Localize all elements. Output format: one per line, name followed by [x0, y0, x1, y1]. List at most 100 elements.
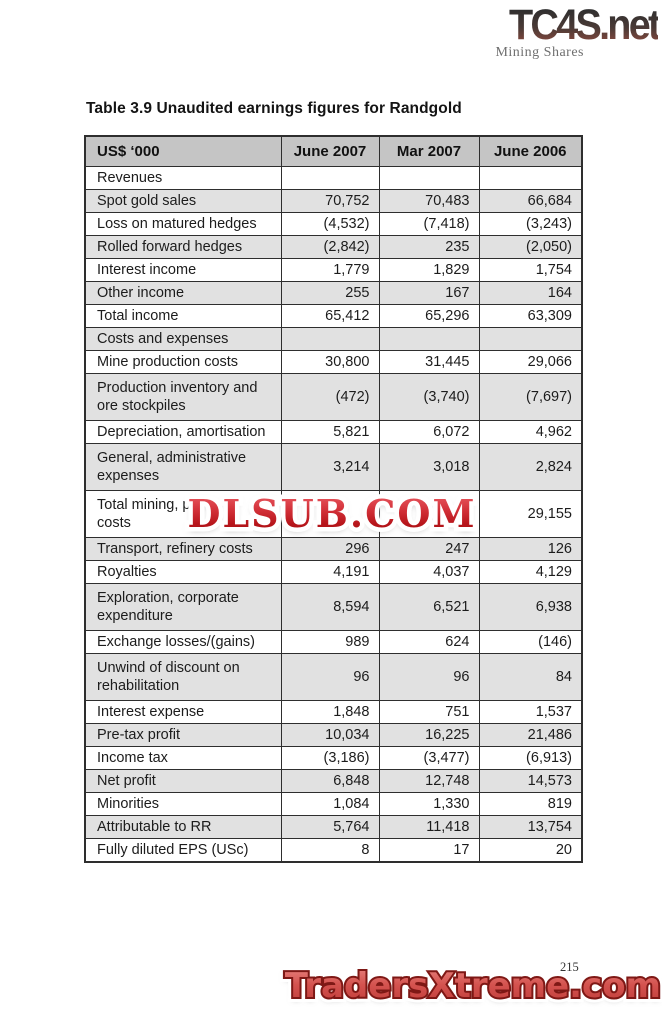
row-value: (7,418) — [378, 212, 480, 236]
row-label: Costs and expenses — [84, 327, 282, 351]
row-value: 8 — [280, 838, 380, 863]
table-row: Loss on matured hedges (4,532) (7,418) (3,2… — [84, 212, 583, 236]
row-label: Revenues — [84, 166, 282, 190]
column-header-june-2007: June 2007 — [280, 135, 380, 167]
row-label: Rolled forward hedges — [84, 235, 282, 259]
row-label: Depreciation, amortisation — [84, 420, 282, 444]
table-row: Costs and expenses — [84, 327, 583, 351]
row-value: 17 — [378, 838, 480, 863]
table-row: Income tax (3,186) (3,477) (6,913) — [84, 746, 583, 770]
row-value — [478, 327, 583, 351]
tradersxtreme-text: TradersXtreme.com — [284, 966, 661, 1006]
header-row: US$ ‘000 June 2007 Mar 2007 June 2006 — [84, 135, 583, 167]
row-value: 4,191 — [280, 560, 380, 584]
row-value: (7,697) — [478, 373, 583, 421]
earnings-table-header: US$ ‘000 June 2007 Mar 2007 June 2006 — [84, 135, 583, 167]
dlsub-watermark-text: DLSUB.COM — [187, 491, 477, 536]
table-row: Interest expense 1,848 751 1,537 — [84, 700, 583, 724]
row-value: 14,573 — [478, 769, 583, 793]
table-row: Other income 255 167 164 — [84, 281, 583, 305]
row-value: 3,018 — [378, 443, 480, 491]
table-row: Transport, refinery costs 296 247 126 — [84, 537, 583, 561]
row-label: Loss on matured hedges — [84, 212, 282, 236]
table-row: Mine production costs 30,800 31,445 29,066 — [84, 350, 583, 374]
row-label: Fully diluted EPS (USc) — [84, 838, 282, 863]
row-value: 4,129 — [478, 560, 583, 584]
tradersxtreme-outline-white: TradersXtreme.com — [280, 961, 662, 1011]
row-value: 70,483 — [378, 189, 480, 213]
row-label: Attributable to RR — [84, 815, 282, 839]
row-value: 235 — [378, 235, 480, 259]
row-value: 63,309 — [478, 304, 583, 328]
row-value: (472) — [280, 373, 380, 421]
row-value: 10,034 — [280, 723, 380, 747]
table-row: Revenues — [84, 166, 583, 190]
row-value: (2,842) — [280, 235, 380, 259]
row-value: (4,532) — [280, 212, 380, 236]
column-header-mar-2007: Mar 2007 — [378, 135, 480, 167]
row-value: 11,418 — [378, 815, 480, 839]
row-value: 21,486 — [478, 723, 583, 747]
row-value: 20 — [478, 838, 583, 863]
column-header-currency: US$ ‘000 — [84, 135, 282, 167]
table-row: Interest income 1,779 1,829 1,754 — [84, 258, 583, 282]
tradersxtreme-outline-dark: TradersXtreme.com — [283, 964, 662, 1008]
row-value: 1,330 — [378, 792, 480, 816]
table-row: Exchange losses/(gains) 989 624 (146) — [84, 630, 583, 654]
dlsub-watermark: DLSUB.COM DLSUB.COM — [183, 490, 479, 537]
row-label: Net profit — [84, 769, 282, 793]
table-row: Minorities 1,084 1,330 819 — [84, 792, 583, 816]
dlsub-watermark-outline: DLSUB.COM — [183, 490, 479, 537]
row-label: Income tax — [84, 746, 282, 770]
row-value: 16,225 — [378, 723, 480, 747]
row-value — [280, 490, 380, 538]
row-value: 84 — [478, 653, 583, 701]
earnings-table: US$ ‘000 June 2007 Mar 2007 June 2006 Re… — [84, 135, 583, 863]
row-value: 751 — [378, 700, 480, 724]
row-value: 1,829 — [378, 258, 480, 282]
row-value: 1,779 — [280, 258, 380, 282]
table-row: Depreciation, amortisation 5,821 6,072 4,96… — [84, 420, 583, 444]
table-row: Attributable to RR 5,764 11,418 13,754 — [84, 815, 583, 839]
row-value: 4,037 — [378, 560, 480, 584]
row-label: Total income — [84, 304, 282, 328]
row-value: 1,084 — [280, 792, 380, 816]
row-label: Exchange losses/(gains) — [84, 630, 282, 654]
row-value: 6,848 — [280, 769, 380, 793]
table-row: Fully diluted EPS (USc) 8 17 20 — [84, 838, 583, 863]
row-label: Spot gold sales — [84, 189, 282, 213]
table-row: Exploration, corporate expenditure 8,594 6… — [84, 583, 583, 631]
row-value: 1,537 — [478, 700, 583, 724]
table-row: Pre-tax profit 10,034 16,225 21,486 — [84, 723, 583, 747]
row-value: 296 — [280, 537, 380, 561]
row-value: (3,477) — [378, 746, 480, 770]
row-value — [280, 327, 380, 351]
row-value: 6,521 — [378, 583, 480, 631]
row-label: Interest expense — [84, 700, 282, 724]
row-value: (2,050) — [478, 235, 583, 259]
table-row: Production inventory and ore stockpiles(… — [84, 373, 583, 421]
row-value: 13,754 — [478, 815, 583, 839]
row-value — [378, 166, 480, 190]
row-value: 12,748 — [378, 769, 480, 793]
table-row: Royalties 4,191 4,037 4,129 — [84, 560, 583, 584]
row-value: (146) — [478, 630, 583, 654]
column-header-june-2006: June 2006 — [478, 135, 583, 167]
table-row: Spot gold sales 70,752 70,483 66,684 — [84, 189, 583, 213]
row-value: (3,740) — [378, 373, 480, 421]
page-number: 215 — [560, 960, 579, 974]
row-value: 29,066 — [478, 350, 583, 374]
row-value: 167 — [378, 281, 480, 305]
table-row: General, administrative expenses 3,214 3,0… — [84, 443, 583, 491]
row-value: 1,754 — [478, 258, 583, 282]
tc4s-logo-text: TC4S.net — [508, 1, 661, 49]
row-value: 96 — [378, 653, 480, 701]
row-value: 3,214 — [280, 443, 380, 491]
row-value: 126 — [478, 537, 583, 561]
row-value: 6,072 — [378, 420, 480, 444]
table-row: Total income 65,412 65,296 63,309 — [84, 304, 583, 328]
row-value: 31,445 — [378, 350, 480, 374]
row-value: 66,684 — [478, 189, 583, 213]
row-value: 65,412 — [280, 304, 380, 328]
row-label: Mine production costs — [84, 350, 282, 374]
